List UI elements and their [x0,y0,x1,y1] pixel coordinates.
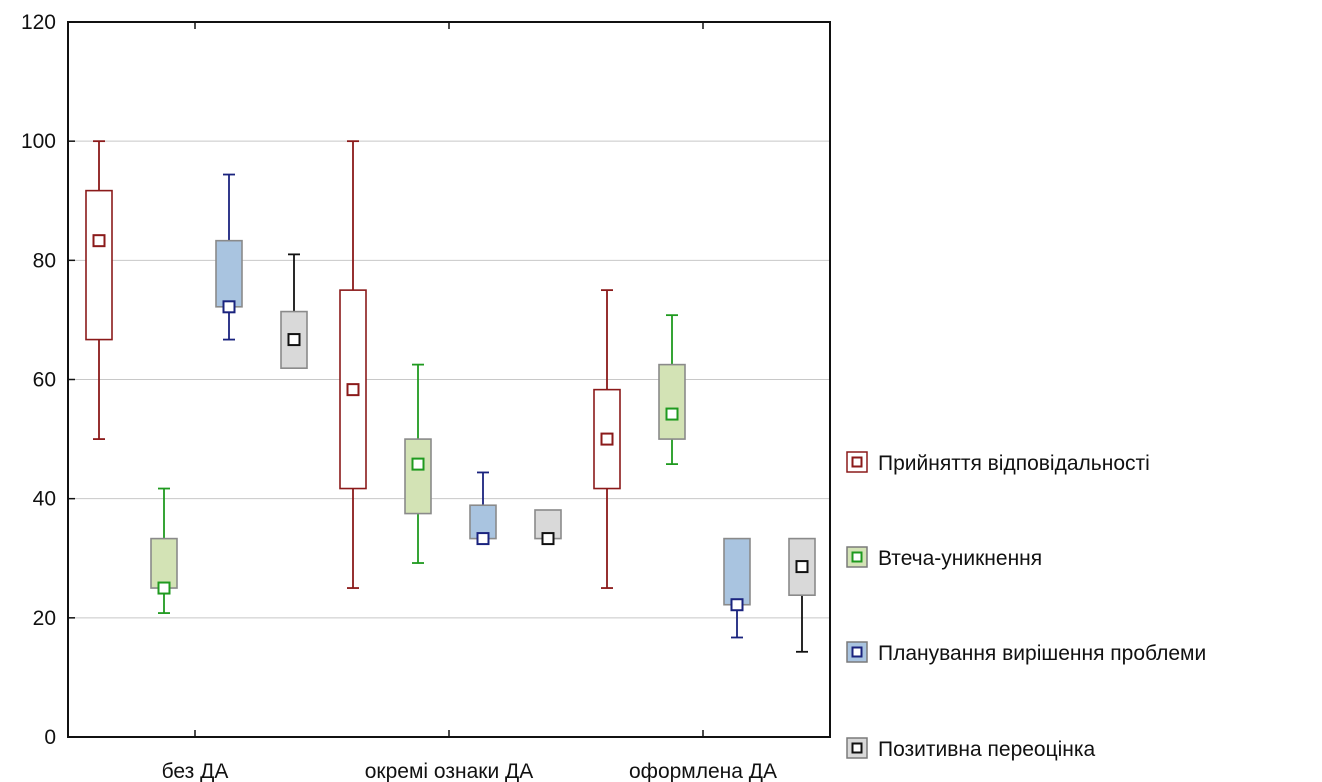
median-marker [600,432,614,446]
box-iqr [215,239,243,308]
box-2-2 [404,363,432,564]
median-marker [795,560,809,574]
legend-marker [851,742,863,754]
box-2-1 [150,487,178,614]
legend-label: Планування вирішення проблеми [878,642,1206,665]
median-marker [411,457,425,471]
legend-item-4: Позитивна переоцінка [846,737,1096,761]
box-4-2 [534,509,562,546]
box-3-2 [469,471,497,546]
x-tick-label: без ДА [162,760,229,782]
legend-label: Позитивна переоцінка [878,738,1096,761]
y-tick-label: 120 [21,11,56,34]
legend-marker [851,456,863,468]
box-4-3 [788,537,816,653]
median-marker [92,234,106,248]
legend: Прийняття відповідальності Втеча-уникненн… [846,451,1206,761]
box-3-3 [723,537,751,639]
x-axis-ticks: без ДА окремі ознаки ДА оформлена ДА [162,22,777,782]
boxes [85,140,816,653]
x-tick-label: окремі ознаки ДА [365,760,534,782]
median-marker [541,532,555,546]
legend-marker [851,646,863,658]
median-marker [476,532,490,546]
box-1-2 [339,140,367,589]
box-iqr [404,438,432,515]
y-tick-label: 60 [33,369,56,392]
legend-item-1: Прийняття відповідальності [846,451,1150,475]
y-tick-label: 80 [33,249,56,272]
median-marker [287,333,301,347]
box-3-1 [215,173,243,341]
y-tick-label: 0 [44,726,56,749]
median-marker [222,300,236,314]
median-marker [665,407,679,421]
median-marker [157,581,171,595]
legend-marker [851,551,863,563]
box-4-1 [280,253,308,369]
median-marker [730,598,744,612]
y-tick-label: 20 [33,607,56,630]
y-tick-label: 40 [33,488,56,511]
x-tick-label: оформлена ДА [629,760,777,782]
box-iqr [150,537,178,589]
box-iqr [658,363,686,440]
y-tick-label: 100 [21,130,56,153]
box-1-1 [85,140,113,440]
legend-label: Прийняття відповідальності [878,452,1150,475]
box-iqr [723,537,751,606]
median-marker [346,383,360,397]
y-axis-ticks: 0 20 40 60 80 100 120 [21,11,75,749]
box-1-3 [593,289,621,589]
gridlines [68,140,830,619]
legend-item-3: Планування вирішення проблеми [846,641,1206,665]
box-iqr [85,189,113,341]
box-2-3 [658,314,686,466]
legend-item-2: Втеча-уникнення [846,546,1042,570]
legend-label: Втеча-уникнення [878,547,1042,570]
